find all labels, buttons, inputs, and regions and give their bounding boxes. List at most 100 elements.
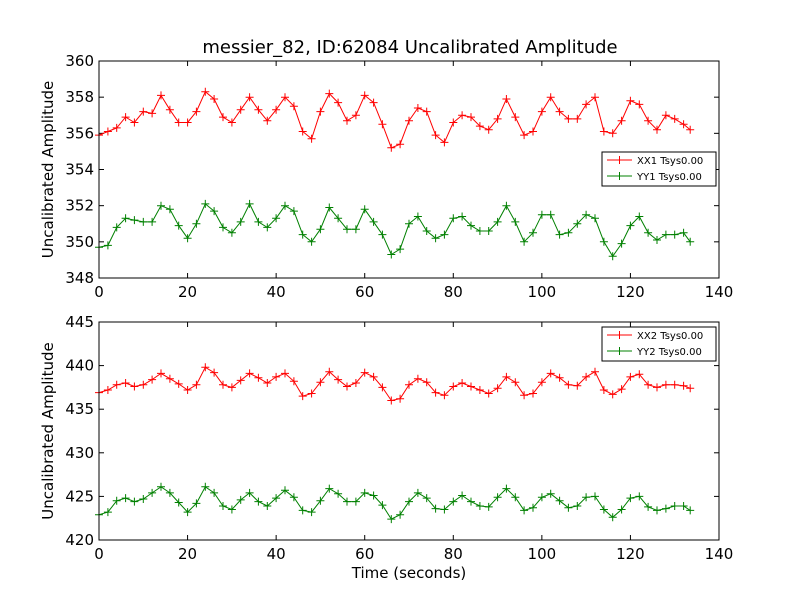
x-tick-label: 40 (267, 283, 286, 301)
data-point-marker (520, 391, 529, 400)
data-point-marker (617, 505, 626, 514)
data-point-marker (405, 219, 413, 228)
data-point-marker (520, 237, 529, 246)
data-point-marker (201, 363, 210, 372)
data-point-marker (608, 129, 617, 138)
data-point-marker (458, 491, 467, 500)
data-point-marker (289, 207, 298, 216)
data-point-marker (653, 236, 661, 244)
data-point-marker (608, 252, 617, 261)
data-point-marker (148, 375, 157, 384)
top-plot-panel: 0 20 40 60 80 100 120 140 348 350 352 354 356 358 360 U… (39, 52, 733, 301)
data-point-marker (112, 123, 121, 132)
legend-box (601, 326, 717, 362)
data-point-marker (263, 379, 272, 387)
data-point-marker (591, 492, 599, 501)
x-tick-label: 80 (444, 283, 463, 301)
data-point-marker (449, 118, 458, 127)
data-point-marker (157, 482, 165, 491)
data-point-marker (555, 230, 564, 239)
data-point-marker (564, 380, 573, 389)
data-point-marker (121, 494, 130, 503)
data-point-marker (573, 219, 582, 228)
data-point-marker (458, 379, 467, 387)
data-point-marker (236, 376, 245, 385)
data-point-marker (449, 382, 458, 391)
data-point-marker (582, 100, 591, 109)
data-point-marker (493, 384, 502, 393)
legend-marker (615, 347, 624, 355)
data-point-marker (635, 100, 644, 109)
data-point-marker (378, 120, 387, 129)
data-point-marker (289, 102, 298, 111)
data-point-marker (617, 116, 626, 125)
data-point-marker (520, 506, 529, 515)
data-point-marker (529, 389, 537, 398)
data-point-marker (529, 228, 537, 237)
data-point-marker (591, 367, 599, 376)
data-point-marker (458, 212, 467, 221)
data-point-marker (227, 505, 236, 514)
data-point-marker (281, 201, 289, 210)
data-point-marker (316, 496, 325, 505)
data-point-marker (635, 370, 644, 379)
data-point-marker (644, 380, 653, 389)
data-point-marker (298, 506, 307, 515)
data-point-marker (103, 241, 112, 250)
y-tick-label: 420 (65, 531, 94, 549)
data-point-marker (201, 482, 210, 491)
data-point-marker (307, 237, 316, 246)
data-point-marker (431, 234, 440, 243)
data-point-marker (502, 372, 511, 381)
data-point-marker (413, 374, 422, 383)
data-point-marker (378, 383, 387, 392)
data-point-marker (360, 91, 369, 100)
data-point-marker (112, 496, 121, 505)
data-point-marker (103, 386, 112, 394)
data-point-marker (440, 138, 449, 147)
data-point-marker (484, 125, 493, 134)
data-point-marker (396, 510, 405, 519)
data-point-marker (351, 379, 360, 387)
data-point-marker (316, 378, 325, 387)
data-point-marker (316, 225, 325, 234)
data-point-marker (139, 107, 148, 116)
data-point-marker (546, 93, 555, 102)
data-point-marker (316, 107, 325, 116)
data-point-marker (405, 116, 413, 125)
data-point-marker (121, 379, 130, 387)
data-point-marker (431, 131, 440, 140)
data-point-marker (343, 382, 351, 391)
data-point-marker (272, 214, 281, 223)
data-point-marker (511, 113, 520, 122)
legend: XX1 Tsys0.00 YY1 Tsys0.00 (601, 151, 717, 187)
data-point-marker (537, 493, 546, 502)
data-point-marker (537, 107, 546, 116)
data-point-marker (219, 380, 227, 389)
data-point-marker (210, 207, 219, 216)
data-point-marker (387, 250, 396, 259)
legend-entry-label: YY2 Tsys0.00 (636, 347, 702, 358)
y-axis-label: Uncalibrated Amplitude (39, 342, 57, 519)
data-point-marker (130, 382, 139, 391)
data-point-marker (201, 87, 210, 96)
data-point-marker (644, 116, 653, 125)
x-axis-label: Time (seconds) (351, 564, 467, 582)
data-point-marker (413, 104, 422, 112)
data-point-marker (325, 367, 334, 376)
data-point-marker (219, 113, 227, 122)
data-point-marker (475, 227, 484, 235)
data-point-marker (529, 127, 537, 136)
data-point-marker (272, 105, 281, 114)
data-point-marker (227, 118, 236, 127)
data-point-marker (670, 230, 679, 239)
data-point-marker (511, 378, 520, 387)
data-point-marker (440, 505, 449, 514)
data-point-marker (670, 502, 679, 510)
y-tick-label: 356 (65, 124, 94, 142)
data-point-marker (298, 392, 307, 401)
data-point-marker (679, 228, 688, 237)
data-point-marker (192, 219, 201, 228)
bottom-plot-panel: 0 20 40 60 80 100 120 140 420 425 430 435 440 445 Unca… (39, 313, 733, 582)
data-point-marker (653, 506, 661, 515)
